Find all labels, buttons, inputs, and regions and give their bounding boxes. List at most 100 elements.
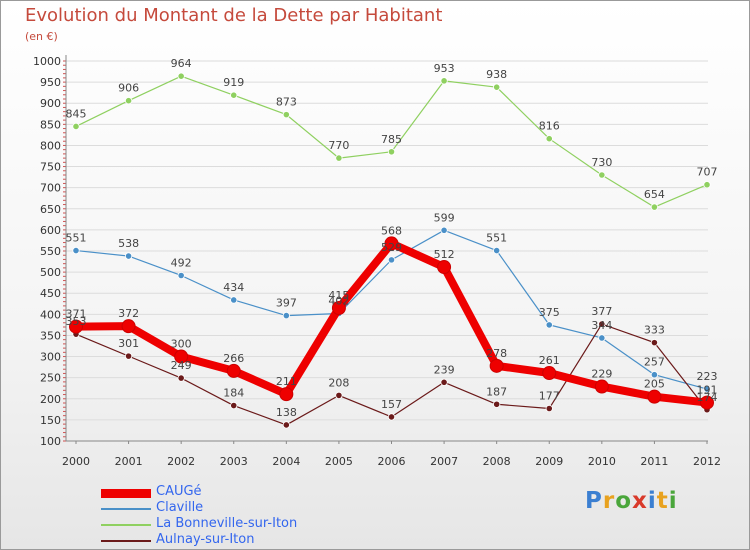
x-tick-label: 2007 — [430, 455, 458, 468]
y-tick-label: 200 — [40, 393, 61, 406]
data-point — [387, 256, 396, 264]
y-tick-label: 650 — [40, 203, 61, 216]
data-point — [545, 321, 553, 329]
x-tick-label: 2004 — [272, 455, 300, 468]
data-label: 568 — [381, 224, 402, 237]
data-label: 906 — [118, 82, 139, 95]
data-point — [542, 366, 557, 381]
x-tick-label: 2005 — [325, 455, 353, 468]
x-tick-label: 2001 — [115, 455, 143, 468]
data-label: 184 — [223, 387, 244, 400]
data-label: 177 — [539, 389, 560, 402]
data-point — [493, 400, 501, 408]
data-label: 707 — [697, 166, 718, 179]
data-label: 397 — [276, 297, 297, 310]
legend-swatch — [101, 488, 151, 498]
data-point — [703, 181, 711, 189]
data-point — [700, 395, 714, 410]
proxiti-logo: Proxiti — [585, 488, 678, 514]
data-label: 377 — [591, 305, 612, 318]
data-label: 512 — [434, 248, 455, 261]
data-point — [282, 111, 290, 119]
y-tick-label: 400 — [40, 308, 61, 321]
data-label: 873 — [276, 96, 297, 109]
y-tick-label: 500 — [40, 266, 61, 279]
chart-legend: CAUGé Claville La Bonneville-sur-Iton Aulna… — [101, 485, 361, 549]
legend-swatch — [101, 540, 151, 542]
chart-subtitle: (en €) — [25, 30, 58, 43]
logo-letter: i — [668, 488, 678, 514]
data-point — [177, 72, 185, 80]
logo-letter: P — [585, 488, 603, 514]
logo-letter: t — [656, 488, 669, 514]
data-label: 402 — [328, 294, 349, 307]
data-label: 492 — [171, 256, 192, 269]
data-point — [440, 226, 448, 234]
data-label: 434 — [223, 281, 244, 294]
legend-item: CAUGé — [101, 485, 361, 501]
data-point — [545, 404, 553, 413]
y-tick-label: 350 — [40, 329, 61, 342]
data-label: 174 — [697, 391, 718, 404]
y-tick-label: 800 — [40, 139, 61, 152]
data-label: 187 — [486, 385, 507, 398]
x-tick-label: 2006 — [378, 455, 406, 468]
data-point — [650, 371, 659, 379]
x-tick-label: 2002 — [167, 455, 195, 468]
x-tick-label: 2012 — [693, 455, 721, 468]
data-point — [230, 401, 238, 410]
data-point — [647, 389, 662, 404]
logo-letter: i — [647, 488, 657, 514]
data-point — [279, 387, 294, 402]
data-label: 300 — [171, 338, 192, 351]
data-point — [493, 83, 501, 91]
data-point — [72, 246, 80, 255]
data-point — [230, 91, 238, 99]
data-point — [384, 236, 399, 251]
legend-swatch — [101, 508, 151, 510]
legend-label: Aulnay-sur-Iton — [156, 532, 255, 547]
data-label: 785 — [381, 133, 402, 146]
logo-letter: o — [615, 488, 633, 514]
legend-item: La Bonneville-sur-Iton — [101, 517, 361, 533]
data-point — [177, 374, 185, 382]
data-label: 538 — [118, 237, 139, 250]
data-label: 344 — [591, 319, 612, 332]
data-point — [650, 203, 659, 211]
x-tick-label: 2008 — [483, 455, 511, 468]
data-label: 816 — [539, 120, 560, 133]
legend-label: CAUGé — [156, 484, 202, 499]
data-label: 599 — [434, 211, 455, 224]
data-label: 953 — [434, 62, 455, 75]
data-label: 353 — [66, 315, 87, 328]
data-point — [177, 271, 185, 280]
y-tick-label: 100 — [40, 435, 61, 448]
data-point — [440, 77, 448, 85]
data-label: 333 — [644, 324, 665, 337]
data-point — [598, 171, 606, 179]
data-label: 964 — [171, 57, 192, 70]
data-label: 211 — [276, 375, 297, 388]
logo-letter: r — [602, 488, 616, 514]
data-label: 239 — [434, 363, 455, 376]
data-point — [650, 339, 659, 347]
y-tick-label: 900 — [40, 97, 61, 110]
legend-item: Aulnay-sur-Iton — [101, 533, 361, 549]
data-point — [282, 421, 290, 429]
legend-label: Claville — [156, 500, 204, 515]
data-point — [230, 296, 238, 304]
x-tick-label: 2009 — [535, 455, 563, 468]
y-tick-label: 450 — [40, 287, 61, 300]
data-point — [493, 246, 501, 255]
data-label: 249 — [171, 359, 192, 372]
data-point — [335, 391, 343, 399]
data-label: 157 — [381, 398, 402, 411]
data-label: 266 — [223, 352, 244, 365]
y-tick-label: 150 — [40, 414, 61, 427]
data-label: 223 — [697, 370, 718, 383]
data-label: 770 — [328, 139, 349, 152]
data-point — [594, 379, 609, 394]
data-label: 191 — [697, 384, 718, 397]
